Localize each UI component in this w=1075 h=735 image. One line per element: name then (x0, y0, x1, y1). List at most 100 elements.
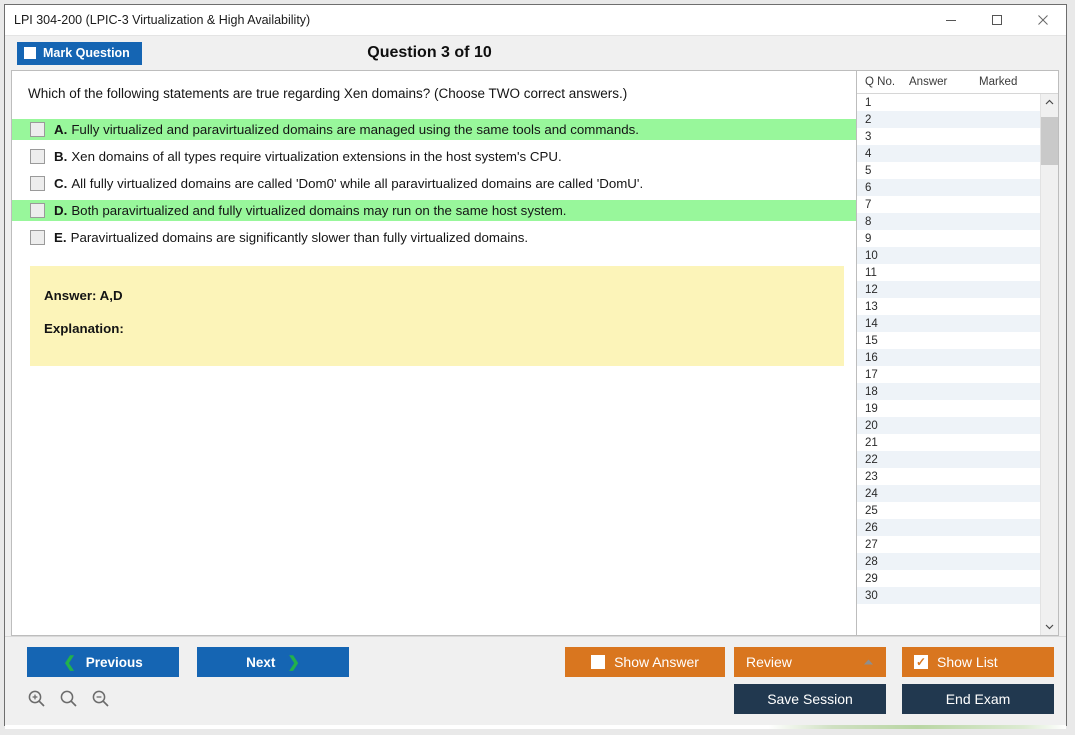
table-row[interactable]: 27 (857, 536, 1040, 553)
option-text: Both paravirtualized and fully virtualiz… (71, 203, 567, 219)
table-row[interactable]: 10 (857, 247, 1040, 264)
mark-question-label: Mark Question (43, 46, 130, 60)
cell-qno: 14 (865, 317, 878, 330)
next-button[interactable]: Next ❯ (197, 647, 349, 677)
table-row[interactable]: 11 (857, 264, 1040, 281)
cell-qno: 3 (865, 130, 872, 143)
answer-option[interactable]: C. All fully virtualized domains are call… (12, 173, 856, 194)
option-letter: B. (54, 149, 68, 165)
scrollbar-track[interactable] (1041, 111, 1058, 618)
cell-qno: 8 (865, 215, 872, 228)
scroll-up-icon[interactable] (1041, 94, 1058, 111)
table-row[interactable]: 5 (857, 162, 1040, 179)
table-row[interactable]: 26 (857, 519, 1040, 536)
option-checkbox-icon[interactable] (30, 176, 45, 192)
table-row[interactable]: 30 (857, 587, 1040, 604)
table-row[interactable]: 3 (857, 128, 1040, 145)
cell-qno: 9 (865, 232, 872, 245)
footer-toolbar: ❮ Previous Next ❯ Show Answ (5, 636, 1066, 725)
cell-qno: 18 (865, 385, 878, 398)
show-list-checkbox-icon[interactable]: ✓ (914, 655, 928, 669)
column-header-answer: Answer (909, 76, 948, 88)
table-row[interactable]: 9 (857, 230, 1040, 247)
cell-qno: 6 (865, 181, 872, 194)
scrollbar-thumb[interactable] (1041, 117, 1058, 165)
answer-option[interactable]: E. Paravirtualized domains are significan… (12, 227, 856, 248)
table-row[interactable]: 12 (857, 281, 1040, 298)
maximize-icon[interactable] (974, 6, 1020, 35)
question-text: Which of the following statements are tr… (28, 86, 628, 101)
answer-label: Answer: A,D (44, 288, 123, 304)
cell-qno: 12 (865, 283, 878, 296)
table-row[interactable]: 16 (857, 349, 1040, 366)
end-exam-button[interactable]: End Exam (902, 684, 1054, 714)
chevron-right-icon: ❯ (287, 654, 300, 671)
table-row[interactable]: 17 (857, 366, 1040, 383)
zoom-in-icon[interactable] (27, 689, 46, 713)
table-row[interactable]: 23 (857, 468, 1040, 485)
option-checkbox-icon[interactable] (30, 203, 45, 219)
chevron-up-icon[interactable] (863, 658, 874, 666)
table-row[interactable]: 25 (857, 502, 1040, 519)
question-list-scrollbar[interactable] (1040, 94, 1058, 635)
next-button-label: Next (246, 654, 276, 670)
option-checkbox-icon[interactable] (30, 149, 45, 165)
answer-option[interactable]: D. Both paravirtualized and fully virtual… (12, 200, 856, 222)
cell-qno: 5 (865, 164, 872, 177)
column-header-marked: Marked (979, 76, 1018, 88)
review-dropdown[interactable]: Review (734, 647, 886, 677)
close-icon[interactable] (1020, 6, 1066, 35)
table-row[interactable]: 13 (857, 298, 1040, 315)
question-list-panel: Q No. Answer Marked 1 2 3 4 5 6 7 8 9 10 11 12 13 14 1… (856, 70, 1059, 636)
option-letter: D. (54, 203, 68, 219)
option-checkbox-icon[interactable] (30, 122, 45, 138)
question-list-rows: 1 2 3 4 5 6 7 8 9 10 11 12 13 14 15 16 17 18 19 20 21 22 23 24 2… (857, 94, 1040, 635)
zoom-reset-icon[interactable] (59, 689, 78, 713)
table-row[interactable]: 28 (857, 553, 1040, 570)
zoom-out-icon[interactable] (91, 689, 110, 713)
table-row[interactable]: 6 (857, 179, 1040, 196)
option-checkbox-icon[interactable] (30, 230, 45, 246)
explanation-label: Explanation: (44, 321, 124, 337)
table-row[interactable]: 22 (857, 451, 1040, 468)
header-bar: Mark Question Question 3 of 10 (5, 36, 1066, 70)
option-text: Xen domains of all types require virtual… (71, 149, 562, 165)
show-list-button[interactable]: ✓ Show List (902, 647, 1054, 677)
answer-option[interactable]: A. Fully virtualized and paravirtualized … (12, 119, 856, 141)
cell-qno: 10 (865, 249, 878, 262)
show-answer-checkbox-icon[interactable] (591, 655, 606, 669)
cell-qno: 30 (865, 589, 878, 602)
save-session-button[interactable]: Save Session (734, 684, 886, 714)
review-dropdown-label: Review (746, 654, 792, 670)
question-list-scroll-area: 1 2 3 4 5 6 7 8 9 10 11 12 13 14 15 16 17 18 19 20 21 22 23 24 2… (857, 94, 1058, 635)
question-list-header: Q No. Answer Marked (857, 71, 1058, 94)
table-row[interactable]: 24 (857, 485, 1040, 502)
minimize-icon[interactable] (928, 6, 974, 35)
cell-qno: 16 (865, 351, 878, 364)
cell-qno: 24 (865, 487, 878, 500)
option-letter: C. (54, 176, 68, 192)
chevron-left-icon: ❮ (63, 654, 76, 671)
table-row[interactable]: 7 (857, 196, 1040, 213)
scroll-down-icon[interactable] (1041, 618, 1058, 635)
table-row[interactable]: 1 (857, 94, 1040, 111)
option-text: All fully virtualized domains are called… (71, 176, 644, 192)
table-row[interactable]: 19 (857, 400, 1040, 417)
table-row[interactable]: 2 (857, 111, 1040, 128)
cell-qno: 2 (865, 113, 872, 126)
table-row[interactable]: 21 (857, 434, 1040, 451)
table-row[interactable]: 14 (857, 315, 1040, 332)
show-answer-button[interactable]: Show Answer (565, 647, 725, 677)
table-row[interactable]: 18 (857, 383, 1040, 400)
mark-question-button[interactable]: Mark Question (17, 41, 142, 65)
previous-button[interactable]: ❮ Previous (27, 647, 179, 677)
table-row[interactable]: 4 (857, 145, 1040, 162)
mark-question-checkbox-icon[interactable] (24, 47, 36, 59)
table-row[interactable]: 15 (857, 332, 1040, 349)
table-row[interactable]: 8 (857, 213, 1040, 230)
show-list-label: Show List (937, 654, 998, 670)
answer-option[interactable]: B. Xen domains of all types require virtu… (12, 146, 856, 167)
table-row[interactable]: 20 (857, 417, 1040, 434)
table-row[interactable]: 29 (857, 570, 1040, 587)
